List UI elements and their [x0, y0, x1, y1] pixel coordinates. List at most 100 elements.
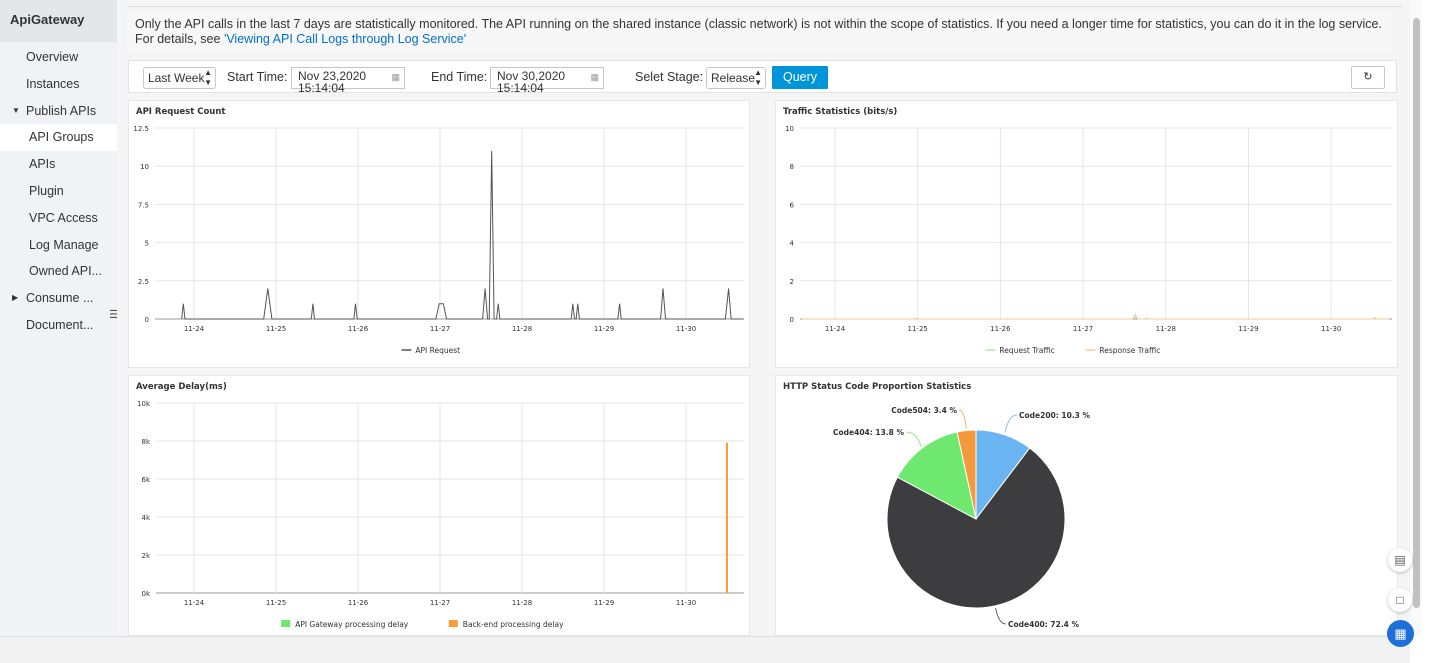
status-code-panel: HTTP Status Code Proportion Statistics C…: [775, 375, 1398, 636]
y-tick-label: 10: [785, 125, 794, 133]
pie-slice: [886, 447, 1066, 609]
sidebar-item-document[interactable]: Document...: [26, 317, 94, 332]
y-tick-label: 7.5: [138, 201, 149, 209]
x-tick-label: 11-29: [594, 325, 614, 333]
pie-label-leader: [905, 431, 922, 447]
refresh-icon: ↻: [1363, 71, 1373, 83]
y-tick-label: 2.5: [138, 278, 149, 286]
end-time-input[interactable]: Nov 30,2020 15:14:04 ▦: [490, 67, 604, 94]
traffic-chart: 0 2 4 6 8 10 11-24 11-25 11-26 11-27 11-28 11-29 11-…: [785, 125, 1392, 355]
y-tick-label: 6: [790, 201, 795, 209]
pie-slice: [956, 429, 977, 520]
x-tick-label: 11-28: [512, 325, 532, 333]
x-tick-label: 11-30: [1321, 325, 1341, 333]
x-tick-label: 11-27: [430, 599, 450, 607]
legend-label: Back-end processing delay: [463, 620, 564, 629]
delay-panel: Average Delay(ms) 0k 2k 4k 6k 8k 10k 11-24 11-2…: [128, 375, 750, 636]
sidebar-item-instances[interactable]: Instances: [26, 76, 80, 91]
pie-slice: [896, 431, 977, 520]
legend-label: Response Traffic: [1099, 346, 1160, 355]
sidebar-group-label: Consume ...: [26, 291, 94, 306]
x-tick-label: 11-26: [348, 325, 369, 333]
sidebar-item-apis[interactable]: APIs: [29, 157, 56, 172]
delay-bar: [726, 442, 728, 593]
y-tick-label: 0: [145, 316, 149, 324]
start-time-value: 15:14:04: [298, 81, 345, 95]
traffic-series-line: [801, 313, 1390, 320]
start-time-label: Start Time:: [227, 70, 288, 84]
y-tick-label: 8: [790, 163, 794, 171]
y-tick-label: 8k: [141, 438, 150, 446]
pie-label-leader: [995, 607, 1007, 625]
api-request-series-line: [181, 150, 744, 320]
sidebar-item-api-groups[interactable]: API Groups: [0, 124, 117, 152]
y-tick-label: 5: [145, 240, 149, 248]
x-tick-label: 11-29: [594, 599, 614, 607]
status-code-pie-chart: Code200: 10.3 % Code400: 72.4 % Code404: 1…: [833, 406, 1091, 629]
scrollbar-thumb[interactable]: [1413, 18, 1420, 608]
chart-title: Average Delay(ms): [136, 382, 227, 392]
end-time-label: End Time:: [431, 70, 488, 84]
traffic-series-line: [801, 316, 1390, 320]
sidebar-item-overview[interactable]: Overview: [26, 50, 79, 64]
y-tick-label: 10: [140, 163, 149, 171]
legend-label: Request Traffic: [999, 346, 1054, 355]
legend-swatch: [281, 620, 291, 627]
query-button[interactable]: Query: [772, 66, 828, 89]
y-tick-label: 2k: [141, 552, 150, 560]
calendar-icon[interactable]: ▦: [391, 72, 400, 82]
x-tick-label: 11-25: [908, 325, 928, 333]
calendar-icon[interactable]: ▦: [590, 72, 599, 82]
pie-label-leader: [1004, 414, 1018, 433]
collapse-icon[interactable]: ☰: [109, 309, 119, 321]
refresh-button[interactable]: ↻: [1351, 66, 1385, 89]
sidebar-group-publish-apis[interactable]: ▼ Publish APIs: [0, 98, 117, 125]
main-content: Only the API calls in the last 7 days ar…: [117, 0, 1410, 636]
x-tick-label: 11-25: [266, 325, 286, 333]
stage-value: Release: [711, 71, 756, 85]
sidebar-item-vpc-access[interactable]: VPC Access: [29, 210, 98, 225]
stage-label: Selet Stage:: [635, 70, 704, 84]
sidebar-item-owned-api[interactable]: Owned API...: [29, 264, 102, 279]
sidebar-title: ApiGateway: [0, 0, 117, 42]
y-tick-label: 0: [790, 316, 794, 324]
time-range-select[interactable]: Last Week ▲ ▼: [143, 67, 216, 89]
sidebar: ApiGateway Overview Instances ▼ Publish A…: [0, 0, 117, 636]
sidebar-item-plugin[interactable]: Plugin: [29, 183, 64, 198]
y-tick-label: 12.5: [133, 125, 149, 133]
y-tick-label: 4: [790, 240, 795, 248]
bottom-bar: [0, 636, 1410, 663]
delay-chart: 0k 2k 4k 6k 8k 10k 11-24 11-25 11-26 11-27 11-28 11…: [137, 400, 744, 629]
sidebar-group-label: Publish APIs: [26, 103, 97, 118]
stage-select[interactable]: Release ▲ ▼: [706, 67, 766, 89]
select-arrows-icon: ▲ ▼: [754, 68, 762, 87]
x-tick-label: 11-28: [1156, 325, 1176, 333]
x-tick-label: 11-27: [430, 325, 450, 333]
caret-down-icon: ▼: [12, 105, 20, 115]
x-tick-label: 11-25: [266, 599, 286, 607]
x-tick-label: 11-24: [825, 325, 846, 333]
pie-slice-label: Code200: 10.3 %: [1019, 411, 1090, 420]
legend-label: API Request: [415, 346, 460, 355]
sidebar-group-consume[interactable]: ▶ Consume ...: [0, 285, 117, 312]
feedback-icon[interactable]: ▤: [1388, 548, 1412, 572]
pie-label-leader: [958, 409, 967, 429]
pie-slice-label: Code504: 3.4 %: [891, 406, 957, 415]
legend-swatch: [448, 620, 458, 627]
log-service-link[interactable]: 'Viewing API Call Logs through Log Servi…: [223, 32, 467, 46]
select-arrows-icon: ▲ ▼: [204, 68, 212, 87]
start-time-input[interactable]: Nov 23,2020 15:14:04 ▦: [291, 67, 405, 94]
chat-icon[interactable]: □: [1388, 588, 1412, 612]
query-toolbar: Last Week ▲ ▼ Start Time: Nov 23,2020 15:…: [128, 60, 1397, 94]
notice-banner: Only the API calls in the last 7 days ar…: [127, 12, 1392, 52]
y-tick-label: 4k: [141, 514, 150, 522]
api-request-panel: API Request Count 0 2.5 5 7.5 10 12.5 11-24 11-…: [128, 100, 750, 368]
chart-title: Traffic Statistics (bits/s): [783, 107, 898, 117]
pie-slice-label: Code404: 13.8 %: [833, 428, 904, 437]
y-tick-label: 0k: [141, 590, 150, 598]
apps-icon[interactable]: ▦: [1387, 620, 1414, 647]
time-range-value: Last Week: [148, 71, 205, 85]
notice-text: Only the API calls in the last 7 days ar…: [135, 17, 1382, 46]
sidebar-item-log-manage[interactable]: Log Manage: [29, 237, 99, 252]
legend-label: API Gateway processing delay: [295, 620, 409, 629]
